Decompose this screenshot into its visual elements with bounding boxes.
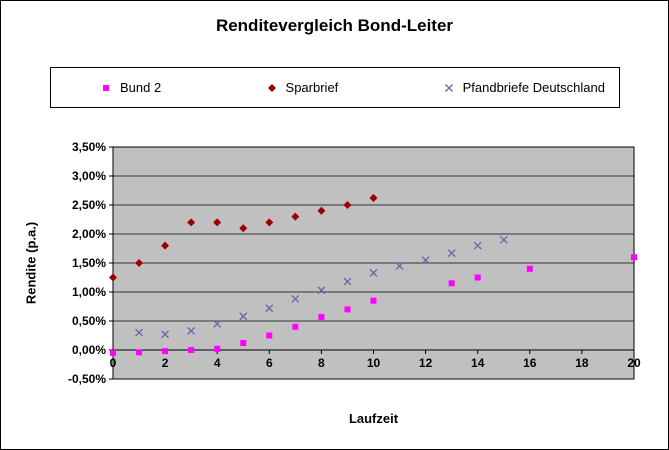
legend-label-sparbrief: Sparbrief	[285, 80, 339, 95]
diamond-marker-icon	[265, 82, 279, 94]
svg-text:2: 2	[162, 356, 169, 370]
svg-text:1,50%: 1,50%	[72, 256, 106, 270]
legend: Bund 2 Sparbrief Pfandbriefe Deutschland	[50, 67, 620, 108]
svg-text:16: 16	[523, 356, 537, 370]
svg-text:2,50%: 2,50%	[72, 198, 106, 212]
svg-text:2,00%: 2,00%	[72, 227, 106, 241]
svg-text:18: 18	[575, 356, 589, 370]
svg-text:-0,50%: -0,50%	[68, 372, 106, 386]
svg-text:0,50%: 0,50%	[72, 314, 106, 328]
svg-text:3,50%: 3,50%	[72, 140, 106, 154]
svg-text:6: 6	[266, 356, 273, 370]
chart-title: Renditevergleich Bond-Leiter	[215, 16, 454, 35]
svg-text:0: 0	[110, 356, 117, 370]
x-axis-title: Laufzeit	[348, 411, 399, 426]
legend-item-pfandbriefe: Pfandbriefe Deutschland	[442, 80, 605, 95]
svg-text:12: 12	[419, 356, 433, 370]
svg-text:10: 10	[367, 356, 381, 370]
svg-text:4: 4	[214, 356, 221, 370]
legend-label-pfandbriefe: Pfandbriefe Deutschland	[462, 80, 605, 95]
legend-item-sparbrief: Sparbrief	[265, 80, 339, 95]
svg-text:1,00%: 1,00%	[72, 285, 106, 299]
svg-text:8: 8	[318, 356, 325, 370]
svg-text:3,00%: 3,00%	[72, 169, 106, 183]
square-marker-icon	[99, 82, 113, 94]
svg-text:14: 14	[471, 356, 485, 370]
svg-text:20: 20	[627, 356, 641, 370]
x-marker-icon	[442, 82, 456, 94]
svg-text:0,00%: 0,00%	[72, 343, 106, 357]
legend-item-bund2: Bund 2	[99, 80, 161, 95]
legend-label-bund2: Bund 2	[120, 80, 162, 95]
